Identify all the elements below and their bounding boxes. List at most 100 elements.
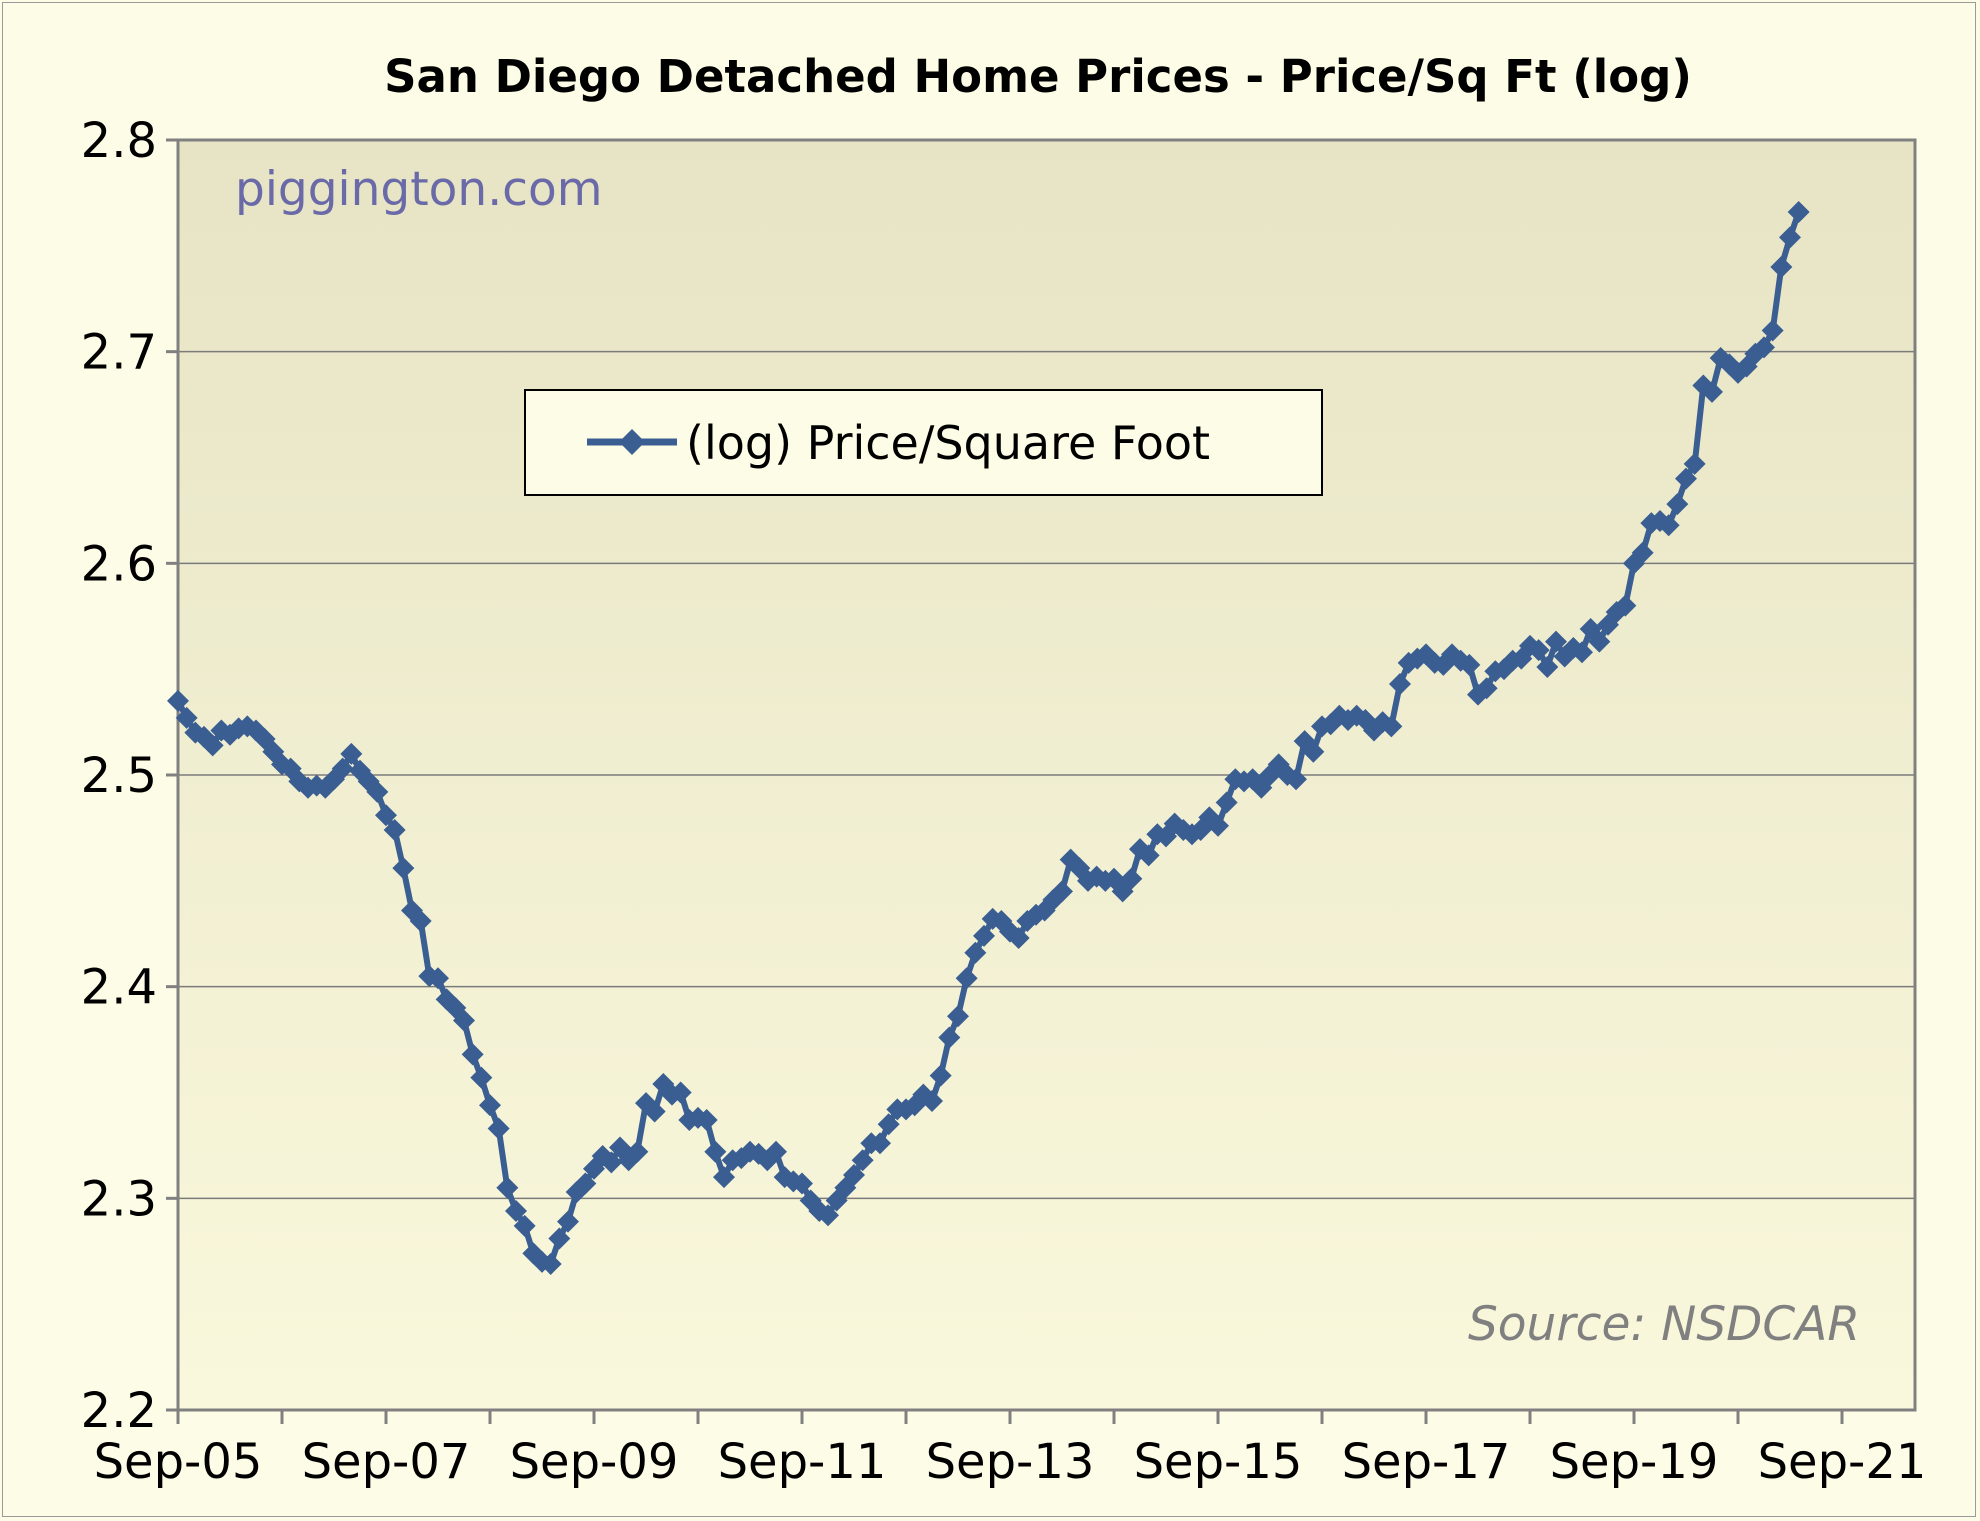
data-point <box>973 924 995 947</box>
data-point <box>704 1140 727 1163</box>
data-point <box>947 1005 969 1028</box>
plot-border <box>176 138 1917 1412</box>
data-point <box>1614 594 1637 617</box>
data-point <box>201 734 224 757</box>
data-point <box>1683 452 1706 475</box>
chart-title: San Diego Detached Home Prices - Price/S… <box>384 50 1692 103</box>
data-point <box>1787 200 1810 223</box>
data-point <box>1770 256 1793 278</box>
legend-label: (log) Price/Square Foot <box>686 416 1210 470</box>
data-point <box>1588 630 1611 653</box>
data-point <box>1458 653 1481 676</box>
y-tick-label: 2.5 <box>81 748 157 804</box>
data-point <box>843 1164 865 1187</box>
y-tick-label: 2.4 <box>81 960 157 1016</box>
y-tick-label: 2.8 <box>81 113 157 169</box>
data-point <box>461 1043 484 1066</box>
data-point <box>1657 514 1680 537</box>
data-point <box>1666 493 1689 516</box>
data-point <box>453 1009 475 1032</box>
data-point <box>496 1176 519 1199</box>
gridlines <box>178 350 1915 1200</box>
watermark: piggington.com <box>235 162 603 217</box>
data-point <box>1571 641 1593 664</box>
data-point <box>487 1117 510 1140</box>
source-note: Source: NSDCAR <box>1468 1297 1860 1352</box>
data-point <box>765 1140 787 1163</box>
data-point <box>1753 336 1775 359</box>
y-tick-label: 2.2 <box>81 1383 157 1439</box>
y-tick-label: 2.6 <box>81 536 157 592</box>
data-point <box>851 1149 874 1172</box>
y-tick-label: 2.7 <box>81 325 157 381</box>
x-tick-label: Sep-13 <box>926 1434 1095 1490</box>
data-point <box>1215 791 1238 814</box>
data-point <box>557 1210 579 1233</box>
data-point <box>383 819 406 842</box>
data-point <box>392 857 415 880</box>
y-tick-label: 2.3 <box>81 1171 157 1227</box>
data-point <box>470 1066 493 1089</box>
data-point <box>1631 541 1654 564</box>
data-point <box>1761 319 1784 342</box>
data-point <box>427 967 449 990</box>
data-point <box>921 1089 943 1112</box>
data-point <box>964 941 987 964</box>
data-point <box>574 1172 597 1195</box>
data-point <box>877 1113 900 1136</box>
data-point <box>869 1132 891 1155</box>
data-point <box>938 1026 961 1049</box>
data-point <box>1779 226 1801 249</box>
data-point <box>626 1140 649 1163</box>
data-point <box>1007 926 1030 949</box>
data-point <box>669 1081 692 1104</box>
data-point <box>1527 639 1550 662</box>
data-point <box>375 804 397 827</box>
x-tick-label: Sep-11 <box>718 1434 887 1490</box>
x-tick-label: Sep-17 <box>1342 1434 1511 1490</box>
data-point <box>929 1064 952 1087</box>
data-point <box>791 1172 813 1195</box>
x-axis-ticks: Sep-05 Sep-07 Sep-09 Sep-11 Sep-13 Sep-15 Sep-… <box>94 1410 1927 1490</box>
data-point <box>1137 844 1160 867</box>
data-point <box>1545 630 1567 653</box>
data-point <box>1475 677 1498 700</box>
data-point <box>817 1204 839 1227</box>
x-tick-label: Sep-05 <box>94 1434 263 1490</box>
data-point <box>1380 715 1403 738</box>
data-point <box>1302 740 1325 763</box>
data-point <box>505 1200 527 1223</box>
data-point <box>1389 672 1411 695</box>
legend: (log) Price/Square Foot <box>524 389 1323 496</box>
x-tick-label: Sep-19 <box>1550 1434 1719 1490</box>
data-point <box>1120 867 1143 890</box>
y-axis-ticks: 2.2 2.3 2.4 2.5 2.6 2.7 2.8 <box>81 113 178 1439</box>
data-point <box>643 1100 666 1123</box>
data-point <box>548 1227 571 1250</box>
data-point <box>366 780 389 803</box>
data-point <box>1051 880 1073 903</box>
data-point <box>1675 467 1697 490</box>
data-point <box>409 910 432 933</box>
data-point <box>236 715 259 738</box>
data-point <box>513 1214 536 1237</box>
data-point <box>1536 656 1559 679</box>
x-tick-label: Sep-15 <box>1134 1434 1303 1490</box>
data-point <box>539 1252 562 1275</box>
data-point <box>1285 768 1307 791</box>
data-point <box>1701 380 1723 403</box>
data-point <box>1207 814 1229 837</box>
data-point <box>175 706 198 729</box>
data-point <box>331 757 354 780</box>
data-point <box>600 1151 623 1174</box>
data-point <box>479 1094 501 1117</box>
data-point <box>955 967 978 990</box>
series-group <box>167 200 1810 1275</box>
data-point <box>340 742 363 765</box>
x-tick-label: Sep-07 <box>302 1434 471 1490</box>
x-tick-label: Sep-21 <box>1758 1434 1927 1490</box>
data-point <box>713 1166 735 1189</box>
data-point <box>167 689 189 712</box>
